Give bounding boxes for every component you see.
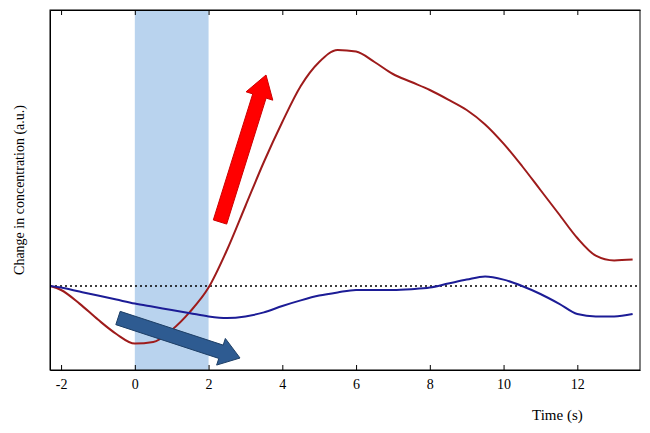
x-tick-mark (356, 365, 357, 370)
x-tick-mark (209, 365, 210, 370)
y-axis (50, 11, 51, 371)
shaded-region (135, 10, 209, 370)
x-tick-mark (430, 365, 431, 370)
x-tick-top (209, 10, 210, 15)
x-tick-mark (282, 365, 283, 370)
x-tick-label: 12 (571, 377, 585, 392)
x-tick: 6 (353, 365, 360, 392)
x-axis-title: Time (s) (532, 407, 583, 424)
plot: -2 0 2 4 6 8 10 12 (50, 10, 641, 392)
x-tick: 10 (497, 365, 511, 392)
x-axis-top (51, 10, 641, 15)
y-axis-title: Change in concentration (a.u.) (12, 105, 28, 275)
x-tick-top (577, 10, 578, 15)
x-tick-top (282, 10, 283, 15)
x-tick-label: 4 (279, 377, 286, 392)
x-tick-top (61, 10, 62, 15)
arrow (213, 75, 272, 224)
series-line (50, 50, 633, 344)
x-tick-label: 8 (427, 377, 434, 392)
x-tick-label: -2 (56, 377, 68, 392)
series-line (50, 276, 633, 318)
x-tick-mark (356, 10, 357, 15)
x-axis: -2 0 2 4 6 8 10 12 (51, 365, 641, 392)
plot-frame (50, 10, 640, 370)
x-tick-mark (504, 10, 505, 15)
x-tick-label: 0 (132, 377, 139, 392)
x-tick-top (430, 10, 431, 15)
x-tick-top (356, 10, 357, 15)
arrow (116, 311, 240, 365)
x-tick: 2 (206, 365, 213, 392)
reference-line (50, 285, 640, 286)
plot-area (50, 10, 640, 370)
x-axis-top-line (51, 10, 641, 11)
x-tick: -2 (56, 365, 68, 392)
x-tick: 8 (427, 365, 434, 392)
x-tick: 0 (132, 365, 139, 392)
x-tick-mark (577, 365, 578, 370)
x-tick-mark (135, 10, 136, 15)
x-tick: 12 (571, 365, 585, 392)
x-tick-label: 6 (353, 377, 360, 392)
x-tick-mark (577, 10, 578, 15)
x-tick-mark (209, 10, 210, 15)
x-tick-mark (135, 365, 136, 370)
x-tick-label: 2 (206, 377, 213, 392)
x-tick-mark (282, 10, 283, 15)
x-tick-mark (504, 365, 505, 370)
x-tick-label: 10 (497, 377, 511, 392)
x-tick-top (504, 10, 505, 15)
x-tick-mark (430, 10, 431, 15)
x-tick: 4 (279, 365, 286, 392)
x-axis-line (51, 370, 641, 371)
x-tick-mark (61, 10, 62, 15)
x-tick-top (135, 10, 136, 15)
x-tick-mark (61, 365, 62, 370)
y-axis-line (50, 11, 51, 371)
chart: -2 0 2 4 6 8 10 12 Time (s) Change in concentrati… (0, 0, 650, 433)
